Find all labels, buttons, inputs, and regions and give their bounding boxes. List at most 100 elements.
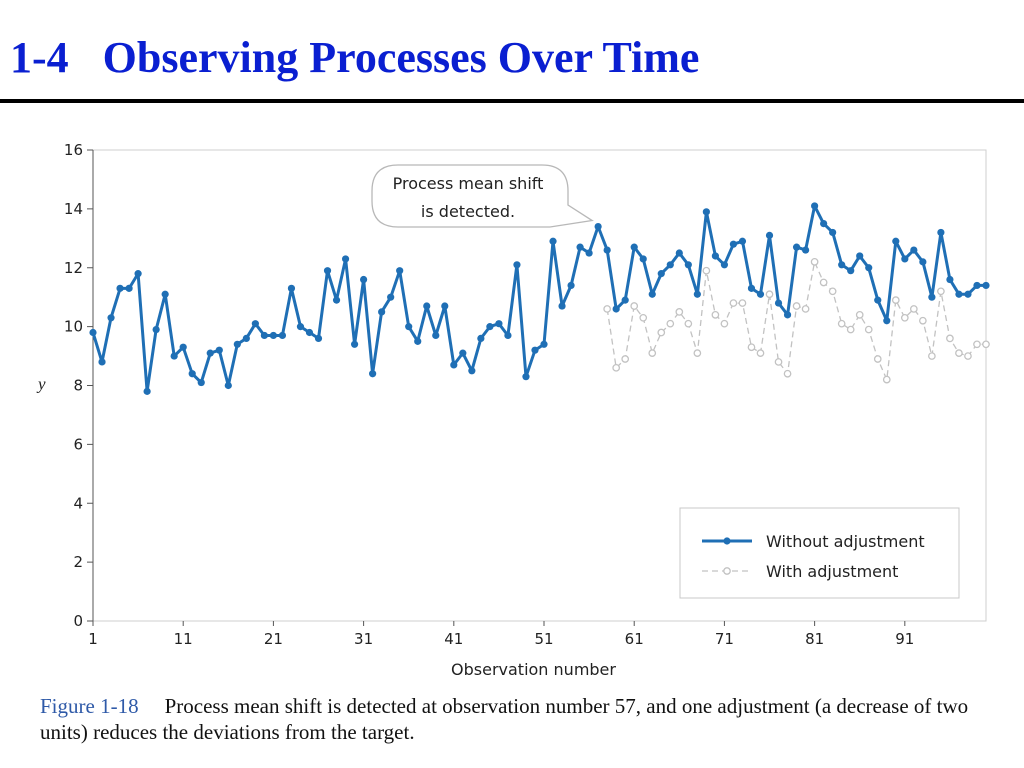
data-point bbox=[242, 334, 250, 342]
y-tick-label: 0 bbox=[73, 612, 83, 630]
data-point bbox=[892, 237, 900, 245]
data-point bbox=[459, 349, 467, 357]
data-point bbox=[711, 252, 719, 260]
data-point bbox=[134, 270, 142, 278]
x-tick-label: 91 bbox=[895, 630, 914, 648]
data-point bbox=[504, 331, 512, 340]
data-point bbox=[612, 305, 620, 313]
legend-marker-with bbox=[723, 567, 731, 575]
data-point bbox=[305, 328, 314, 337]
data-point bbox=[946, 275, 954, 284]
data-point bbox=[873, 355, 882, 363]
data-point bbox=[955, 290, 963, 298]
y-tick-label: 4 bbox=[73, 494, 83, 512]
data-point bbox=[143, 387, 151, 395]
y-tick-label: 16 bbox=[64, 141, 83, 159]
data-point bbox=[937, 287, 945, 296]
data-point bbox=[684, 319, 693, 328]
data-point bbox=[360, 275, 368, 284]
slide-number: 1-4 bbox=[10, 33, 69, 82]
legend-marker-without bbox=[723, 537, 731, 545]
data-point bbox=[837, 319, 846, 328]
data-point bbox=[720, 319, 729, 328]
data-point bbox=[314, 334, 323, 342]
y-tick-label: 14 bbox=[64, 200, 83, 218]
data-point bbox=[269, 331, 278, 340]
data-point bbox=[955, 349, 963, 357]
data-point bbox=[549, 237, 557, 245]
data-point bbox=[765, 231, 774, 239]
data-point bbox=[125, 284, 133, 292]
data-point bbox=[910, 246, 918, 254]
callout-text: is detected. bbox=[421, 202, 515, 221]
chart-legend: Without adjustment With adjustment bbox=[679, 507, 960, 599]
data-point bbox=[900, 313, 909, 322]
legend-box bbox=[679, 507, 960, 599]
data-point bbox=[919, 258, 927, 266]
data-point bbox=[648, 349, 657, 357]
x-tick-label: 1 bbox=[88, 630, 98, 648]
data-point bbox=[666, 261, 674, 269]
data-point bbox=[639, 255, 647, 263]
data-point bbox=[882, 375, 891, 384]
data-point bbox=[666, 319, 675, 328]
series-line bbox=[91, 204, 986, 393]
data-point bbox=[919, 316, 927, 325]
data-point bbox=[756, 349, 765, 357]
data-point bbox=[161, 290, 169, 298]
data-point bbox=[603, 305, 612, 313]
x-axis-label: Observation number bbox=[451, 660, 616, 679]
x-tick-label: 21 bbox=[264, 630, 283, 648]
data-point bbox=[197, 378, 205, 387]
data-point bbox=[964, 352, 972, 360]
data-point bbox=[116, 284, 124, 292]
data-point bbox=[847, 267, 855, 275]
data-point bbox=[982, 281, 990, 290]
data-point bbox=[630, 243, 638, 251]
data-point bbox=[928, 352, 936, 360]
data-point bbox=[567, 281, 575, 290]
data-point bbox=[341, 255, 350, 263]
data-point bbox=[540, 340, 548, 348]
figure-caption: Figure 1-18 Process mean shift is detecte… bbox=[40, 693, 1010, 746]
data-point bbox=[720, 261, 729, 269]
x-tick-label: 71 bbox=[715, 630, 734, 648]
x-tick-label: 11 bbox=[174, 630, 193, 648]
data-point bbox=[332, 296, 341, 304]
data-point bbox=[973, 281, 981, 290]
y-tick-label: 8 bbox=[73, 377, 83, 395]
y-tick-label: 10 bbox=[64, 318, 83, 336]
series-line bbox=[606, 261, 986, 381]
data-point bbox=[594, 222, 602, 231]
legend-label-without: Without adjustment bbox=[766, 532, 925, 551]
data-point bbox=[973, 340, 981, 349]
data-point bbox=[756, 290, 765, 298]
data-point bbox=[747, 284, 756, 292]
data-point bbox=[603, 246, 611, 254]
data-point bbox=[874, 296, 882, 304]
data-point bbox=[792, 243, 801, 251]
series-without-adjustment bbox=[89, 202, 990, 395]
data-point bbox=[783, 369, 792, 378]
legend-label-with: With adjustment bbox=[766, 562, 898, 581]
data-point bbox=[693, 290, 701, 298]
data-point bbox=[937, 228, 945, 237]
data-point bbox=[224, 381, 232, 390]
data-point bbox=[378, 308, 386, 316]
data-point bbox=[513, 261, 521, 269]
data-point bbox=[369, 370, 377, 378]
data-point bbox=[495, 320, 503, 328]
data-point bbox=[107, 314, 115, 322]
x-tick-label: 81 bbox=[805, 630, 824, 648]
series-with-adjustment bbox=[603, 258, 990, 384]
data-point bbox=[711, 310, 720, 319]
data-point bbox=[801, 305, 810, 313]
data-point bbox=[558, 302, 566, 310]
data-point bbox=[738, 299, 747, 307]
data-point bbox=[801, 246, 810, 254]
data-point bbox=[287, 284, 296, 292]
data-point bbox=[206, 349, 214, 357]
data-point bbox=[423, 302, 431, 310]
data-point bbox=[477, 334, 485, 342]
